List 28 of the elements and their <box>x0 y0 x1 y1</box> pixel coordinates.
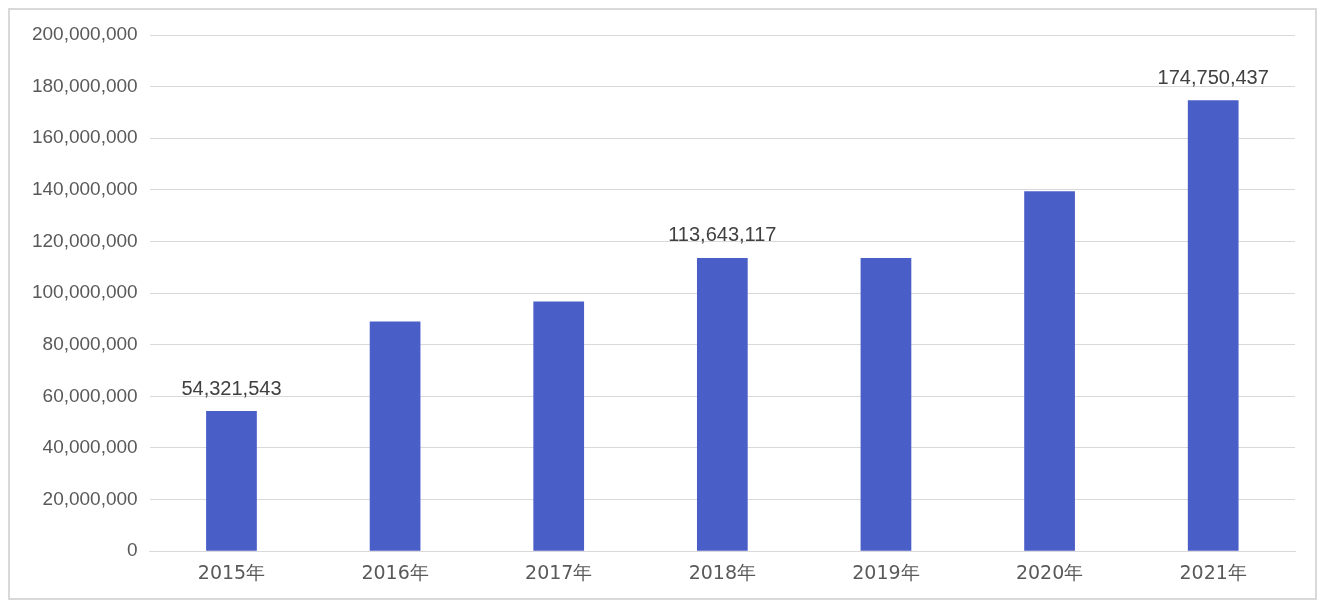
y-tick-label: 140,000,000 <box>31 178 138 200</box>
x-tick-label: 2019年 <box>852 560 920 583</box>
bar <box>1187 100 1239 551</box>
bar <box>860 258 912 551</box>
y-tick-label: 160,000,000 <box>31 126 138 148</box>
x-tick-label: 2018年 <box>688 560 757 583</box>
y-tick-label: 180,000,000 <box>31 74 138 96</box>
data-label: 174,750,437 <box>1157 65 1269 88</box>
y-tick-label: 0 <box>127 539 138 561</box>
y-tick-label: 200,000,000 <box>31 23 138 45</box>
x-tick-label: 2016年 <box>361 560 429 583</box>
data-label: 113,643,117 <box>668 223 777 246</box>
bar <box>533 301 585 551</box>
y-tick-label: 60,000,000 <box>42 384 138 406</box>
x-tick-label: 2017年 <box>525 560 593 583</box>
bar <box>206 411 257 551</box>
y-tick-label: 40,000,000 <box>42 436 138 458</box>
data-label: 54,321,543 <box>181 376 282 399</box>
bar <box>1024 191 1075 551</box>
x-tick-label: 2020年 <box>1015 560 1084 583</box>
x-tick-label: 2015年 <box>197 560 266 583</box>
bar <box>696 257 748 551</box>
bar <box>369 321 421 551</box>
y-tick-label: 80,000,000 <box>42 332 138 354</box>
y-tick-label: 100,000,000 <box>31 281 138 303</box>
y-tick-label: 20,000,000 <box>42 487 138 509</box>
x-tick-label: 2021年 <box>1179 560 1247 583</box>
y-tick-label: 120,000,000 <box>31 229 138 251</box>
